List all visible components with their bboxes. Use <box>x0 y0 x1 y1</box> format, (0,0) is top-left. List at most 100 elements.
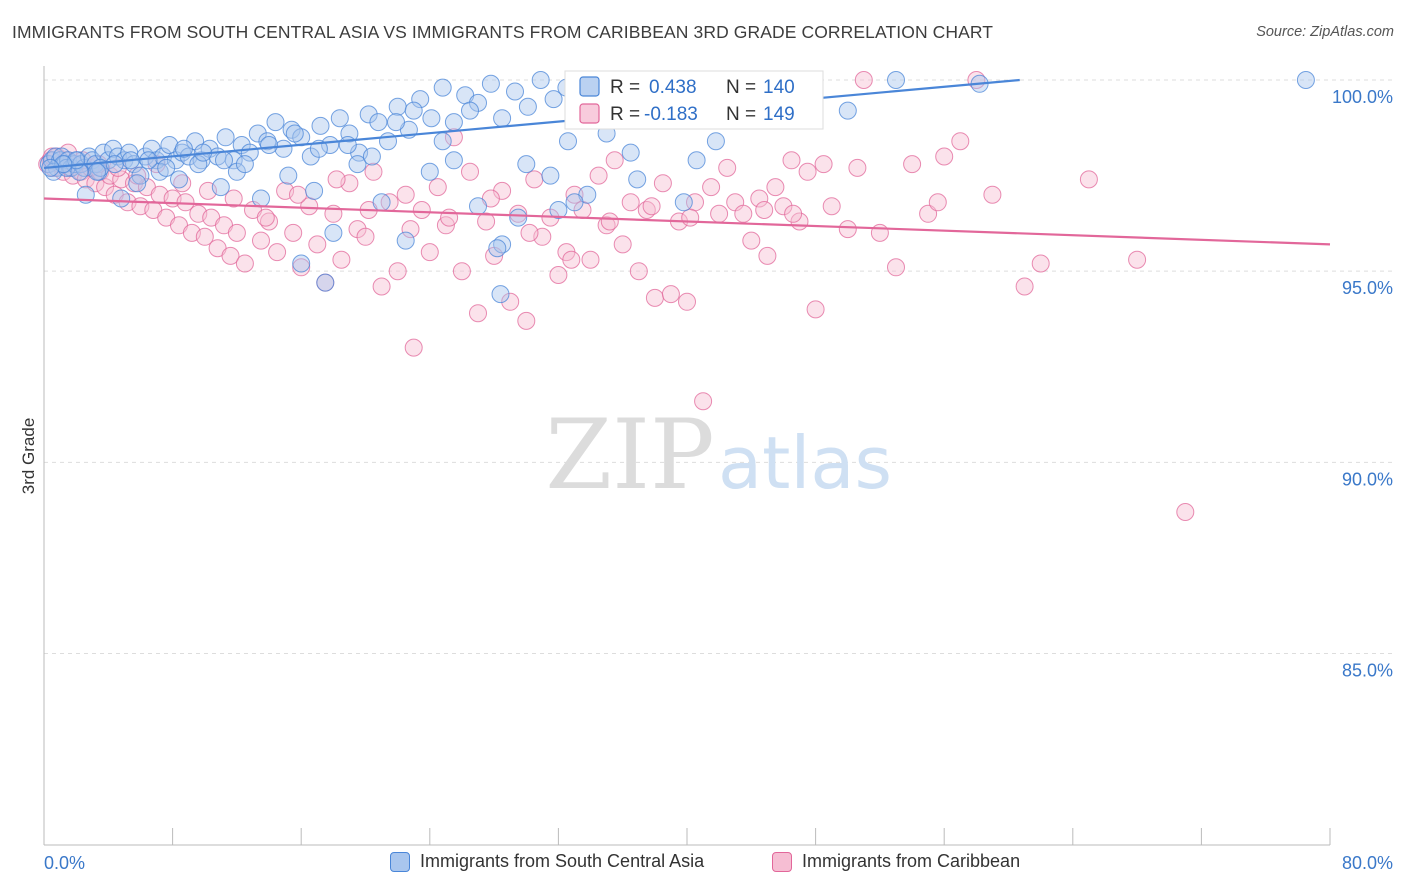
data-point <box>531 71 550 89</box>
data-point <box>549 201 568 219</box>
data-point <box>224 189 243 208</box>
trend-lines <box>43 78 1331 246</box>
data-point <box>216 128 235 147</box>
data-point <box>766 178 785 197</box>
data-point <box>642 197 661 216</box>
data-point <box>292 254 311 273</box>
data-point <box>235 155 254 174</box>
data-point <box>404 338 423 357</box>
data-point <box>935 147 954 166</box>
y-tick-label-95: 95.0% <box>1342 278 1393 298</box>
data-point <box>348 155 367 174</box>
data-point <box>928 193 947 212</box>
data-point <box>520 223 539 242</box>
data-point <box>687 151 706 170</box>
y-axis-label: 3rd Grade <box>19 418 38 495</box>
data-point <box>501 292 520 311</box>
data-point <box>549 266 568 284</box>
legend-item-caribbean: Immigrants from Caribbean <box>772 851 1020 872</box>
data-point <box>396 185 415 204</box>
data-point <box>628 170 647 189</box>
data-point <box>70 162 89 181</box>
data-point <box>305 181 324 200</box>
data-point <box>838 101 857 120</box>
data-point <box>784 204 803 223</box>
data-point <box>420 243 439 262</box>
legend-item-south-central-asia: Immigrants from South Central Asia <box>390 851 704 872</box>
data-point <box>710 204 729 223</box>
data-point <box>600 212 619 231</box>
data-point <box>252 189 270 208</box>
data-point <box>887 71 905 89</box>
data-point <box>525 170 544 189</box>
data-point <box>469 197 487 216</box>
data-point <box>581 250 600 269</box>
data-point <box>256 208 275 227</box>
data-point <box>396 231 415 250</box>
data-point <box>702 178 721 197</box>
data-point <box>903 155 922 174</box>
data-point <box>565 193 584 212</box>
stats-n-value-1: 140 <box>763 77 795 98</box>
tick-labels: 85.0% 90.0% 95.0% 100.0% 0.0% 80.0% <box>44 87 1393 873</box>
data-point <box>1296 71 1315 89</box>
data-point <box>613 235 632 254</box>
data-point <box>404 101 423 120</box>
data-point <box>517 155 536 174</box>
data-point <box>681 208 700 227</box>
data-point <box>362 147 381 166</box>
x-tick-label-min: 0.0% <box>44 853 85 873</box>
stats-n-label-2: N = <box>726 104 756 125</box>
data-point <box>706 132 725 151</box>
data-point <box>493 109 512 128</box>
data-point <box>694 392 713 411</box>
data-point <box>170 170 188 189</box>
data-point <box>645 288 664 307</box>
data-point <box>838 220 857 239</box>
x-tick-label-max: 80.0% <box>1342 853 1393 873</box>
y-tick-label-90: 90.0% <box>1342 469 1393 489</box>
stats-r-value-1: 0.438 <box>649 77 697 98</box>
watermark: ZIP atlas <box>545 399 892 511</box>
data-point <box>1128 250 1147 269</box>
watermark-atlas: atlas <box>718 421 892 505</box>
chart-legend: Immigrants from South Central Asia Immig… <box>0 851 1406 877</box>
data-point <box>440 208 459 227</box>
data-point <box>854 71 873 89</box>
y-tick-label-85: 85.0% <box>1342 661 1393 681</box>
data-point <box>324 223 343 242</box>
data-point <box>742 231 761 250</box>
legend-swatch-blue <box>390 851 410 872</box>
data-point <box>428 178 447 197</box>
data-point <box>330 109 349 128</box>
axes <box>43 66 1331 846</box>
data-point <box>195 227 214 246</box>
data-point <box>157 158 176 177</box>
data-point <box>1031 254 1050 273</box>
data-point <box>285 124 304 143</box>
data-point <box>356 227 375 246</box>
data-point <box>589 166 608 185</box>
data-point <box>822 197 841 216</box>
watermark-zip: ZIP <box>545 399 714 511</box>
y-tick-label-100: 100.0% <box>1332 87 1393 107</box>
data-point <box>469 304 487 323</box>
data-point <box>452 262 471 281</box>
stats-n-label-1: N = <box>726 77 756 98</box>
data-point <box>292 258 311 277</box>
data-point <box>266 113 285 132</box>
data-point <box>411 90 430 109</box>
source-credit: Source: ZipAtlas.com <box>1256 24 1394 40</box>
data-point <box>433 78 452 97</box>
data-point <box>814 155 833 174</box>
data-point <box>387 113 405 132</box>
data-point <box>128 174 147 193</box>
data-point <box>311 116 330 135</box>
data-point <box>235 254 254 273</box>
data-point <box>562 250 581 269</box>
data-point <box>518 97 537 116</box>
data-point <box>887 258 905 277</box>
data-point <box>105 155 124 174</box>
chart-title: IMMIGRANTS FROM SOUTH CENTRAL ASIA VS IM… <box>12 22 994 42</box>
data-point <box>422 109 441 128</box>
